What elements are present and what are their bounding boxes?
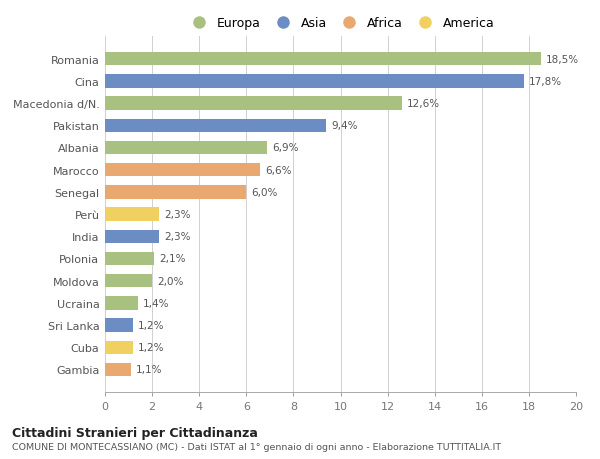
- Bar: [105, 297, 138, 310]
- Text: Cittadini Stranieri per Cittadinanza: Cittadini Stranieri per Cittadinanza: [12, 426, 258, 439]
- Bar: [105, 230, 159, 243]
- Text: 6,9%: 6,9%: [272, 143, 299, 153]
- Text: 17,8%: 17,8%: [529, 77, 562, 87]
- Text: 2,3%: 2,3%: [164, 210, 190, 219]
- Text: COMUNE DI MONTECASSIANO (MC) - Dati ISTAT al 1° gennaio di ogni anno - Elaborazi: COMUNE DI MONTECASSIANO (MC) - Dati ISTA…: [12, 442, 501, 451]
- Text: 12,6%: 12,6%: [406, 99, 440, 109]
- Bar: [105, 274, 152, 288]
- Text: 1,4%: 1,4%: [143, 298, 169, 308]
- Bar: [105, 53, 541, 66]
- Text: 1,2%: 1,2%: [138, 320, 164, 330]
- Text: 6,6%: 6,6%: [265, 165, 292, 175]
- Bar: [105, 186, 247, 199]
- Bar: [105, 208, 159, 221]
- Bar: [105, 164, 260, 177]
- Text: 9,4%: 9,4%: [331, 121, 358, 131]
- Text: 1,1%: 1,1%: [136, 364, 162, 375]
- Bar: [105, 75, 524, 88]
- Bar: [105, 119, 326, 133]
- Bar: [105, 363, 131, 376]
- Text: 6,0%: 6,0%: [251, 187, 277, 197]
- Text: 18,5%: 18,5%: [545, 55, 578, 65]
- Bar: [105, 341, 133, 354]
- Legend: Europa, Asia, Africa, America: Europa, Asia, Africa, America: [184, 15, 497, 33]
- Text: 2,3%: 2,3%: [164, 232, 190, 242]
- Bar: [105, 97, 402, 111]
- Text: 2,0%: 2,0%: [157, 276, 183, 286]
- Text: 2,1%: 2,1%: [159, 254, 185, 264]
- Text: 1,2%: 1,2%: [138, 342, 164, 353]
- Bar: [105, 319, 133, 332]
- Bar: [105, 141, 268, 155]
- Bar: [105, 252, 154, 265]
